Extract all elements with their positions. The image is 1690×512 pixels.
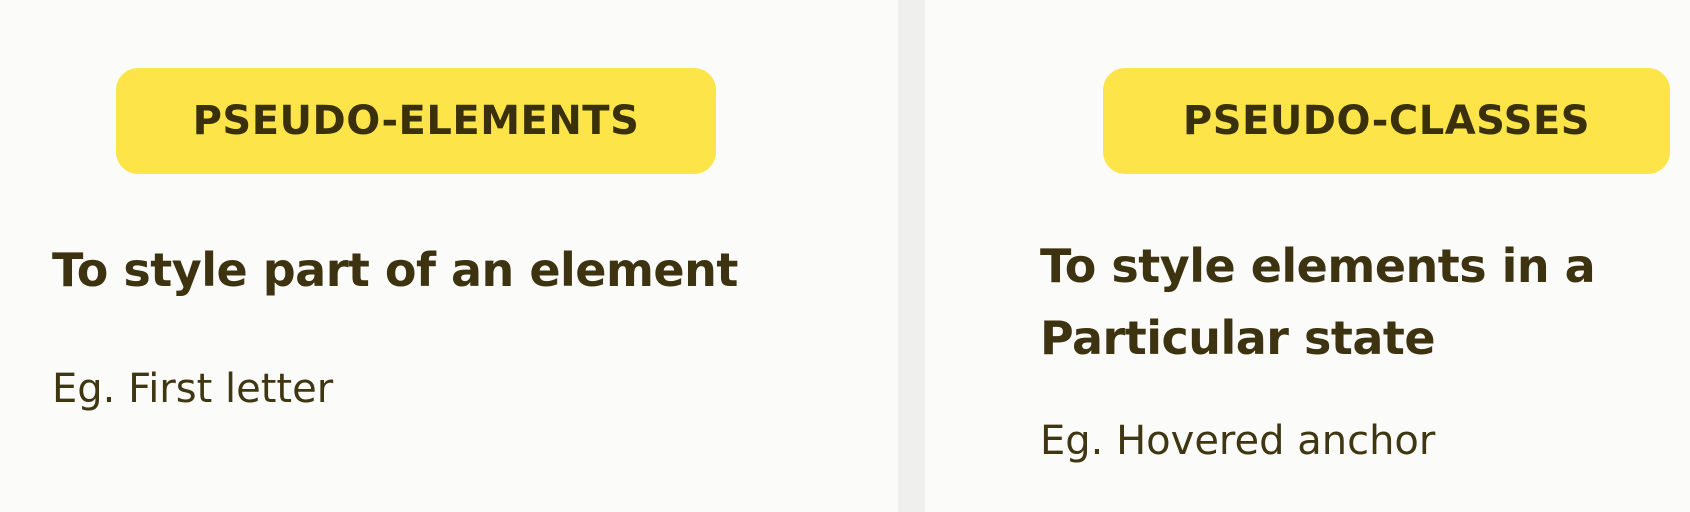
pseudo-elements-badge: PSEUDO-ELEMENTS [116, 68, 716, 174]
pseudo-classes-badge-label: PSEUDO-CLASSES [1182, 98, 1591, 144]
pseudo-elements-heading: To style part of an element [52, 243, 738, 297]
pseudo-classes-heading: To style elements in a Particular state [1040, 230, 1596, 374]
panel-divider [898, 0, 925, 512]
pseudo-classes-example: Eg. Hovered anchor [1040, 418, 1436, 464]
pseudo-elements-badge-label: PSEUDO-ELEMENTS [192, 98, 640, 144]
pseudo-elements-example: Eg. First letter [52, 366, 334, 412]
pseudo-classes-heading-line1: To style elements in a [1040, 239, 1596, 293]
pseudo-classes-heading-line2: Particular state [1040, 311, 1436, 365]
pseudo-classes-badge: PSEUDO-CLASSES [1103, 68, 1670, 174]
